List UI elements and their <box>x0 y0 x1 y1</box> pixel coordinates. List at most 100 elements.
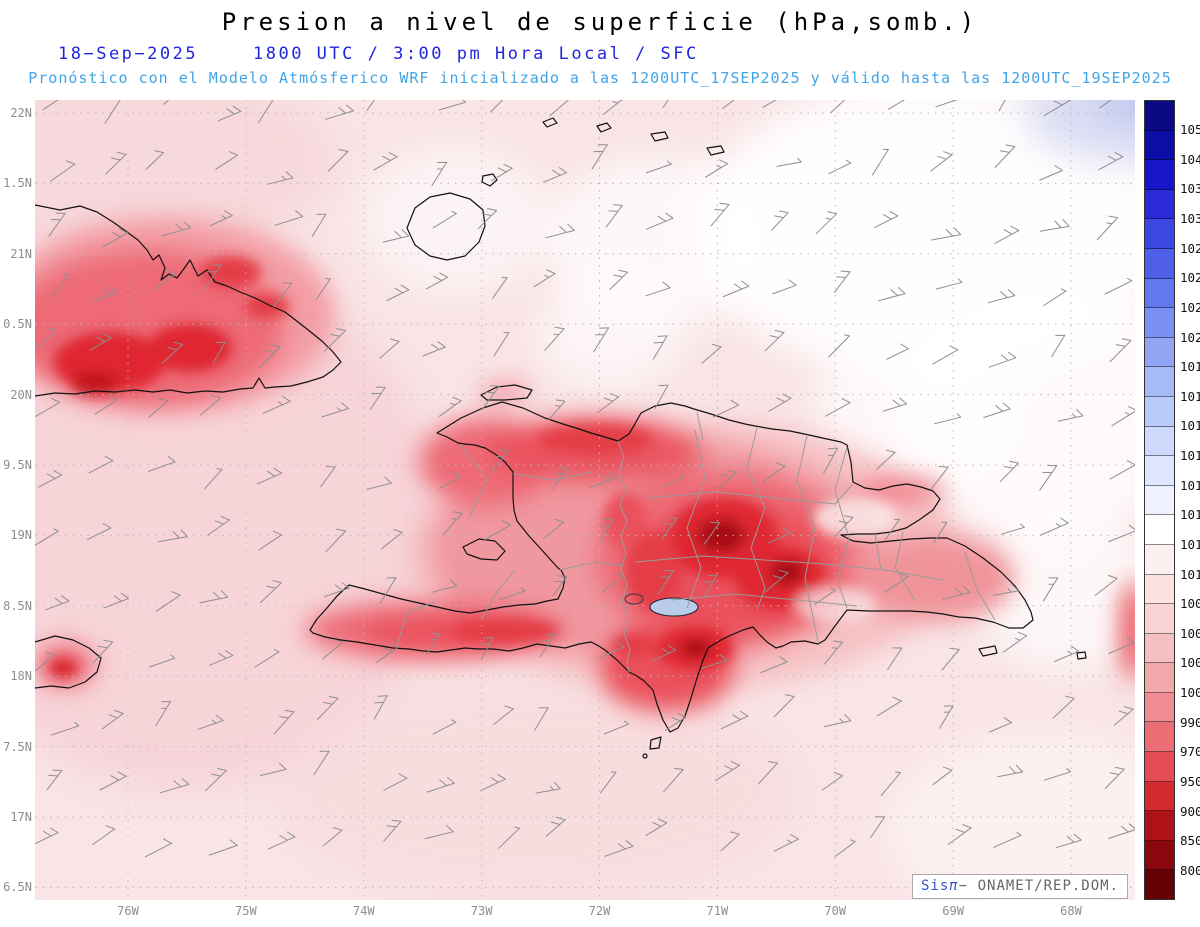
page-title: Presion a nivel de superficie (hPa,somb.… <box>221 8 979 36</box>
colorbar <box>1144 100 1175 900</box>
model-info-line: Pronóstico con el Modelo Atmósferico WRF… <box>28 69 1172 87</box>
attribution-org: − ONAMET/REP.DOM. <box>958 878 1120 894</box>
colorbar-label: 970 <box>1180 744 1200 760</box>
colorbar-cell <box>1145 781 1174 812</box>
y-axis-label: 1.5N <box>3 176 32 191</box>
lakes <box>624 593 699 617</box>
coastline-saona <box>978 645 998 657</box>
coastline-great-inagua <box>406 192 486 261</box>
coastline-little-inagua <box>481 173 498 187</box>
x-axis-label: 72W <box>588 904 611 918</box>
coastline-alto-velo <box>642 753 648 759</box>
colorbar-cell <box>1145 189 1174 220</box>
colorbar-label: 1040 <box>1180 151 1200 167</box>
pi-icon: π <box>949 878 959 894</box>
colorbar-cell <box>1145 840 1174 871</box>
colorbar-cell <box>1145 633 1174 664</box>
colorbar-label: 1020 <box>1180 329 1200 345</box>
colorbar-cell <box>1145 574 1174 605</box>
x-axis-label: 68W <box>1060 904 1082 918</box>
y-axis-label: 21N <box>10 246 32 261</box>
x-axis-label: 69W <box>942 904 964 918</box>
colorbar-label: 1013 <box>1180 507 1200 523</box>
colorbar-cell <box>1145 101 1174 131</box>
colorbar-cell <box>1145 396 1174 427</box>
colorbar-cell <box>1145 337 1174 368</box>
coastline-turks-caicos <box>542 117 725 156</box>
colorbar-label: 1015 <box>1180 477 1200 493</box>
x-axis-label: 76W <box>117 904 139 918</box>
colorbar-label: 1028 <box>1180 240 1200 256</box>
y-axis-label: 9.5N <box>3 458 32 472</box>
x-axis-label: 73W <box>470 904 493 918</box>
colorbar-label: 900 <box>1180 803 1200 819</box>
colorbar-cell <box>1145 367 1174 397</box>
colorbar-cell <box>1145 160 1174 190</box>
colorbar-cell <box>1145 248 1174 279</box>
colorbar-cell <box>1145 278 1174 309</box>
y-axis-label: 7.5N <box>3 739 32 754</box>
colorbar-label: 1016 <box>1180 448 1200 464</box>
y-axis-label: 0.5N <box>3 317 32 332</box>
admin-borders <box>396 411 996 673</box>
colorbar-label: 850 <box>1180 833 1200 849</box>
y-axis-label: 20N <box>10 387 32 402</box>
y-axis-label: 8.5N <box>3 598 32 613</box>
x-axis-label: 71W <box>706 904 729 918</box>
colorbar-cell <box>1145 515 1174 545</box>
y-axis-label: 18N <box>10 669 32 684</box>
colorbar-label: 1030 <box>1180 211 1200 227</box>
colorbar-cell <box>1145 219 1174 249</box>
coastline-beata <box>649 736 662 750</box>
lake-enriquillo <box>649 597 699 617</box>
colorbar-label: 1017 <box>1180 418 1200 434</box>
x-axis-label: 74W <box>352 904 375 918</box>
coastlines <box>35 117 1087 759</box>
colorbar-cell <box>1145 752 1174 782</box>
y-axis-label: 22N <box>10 106 32 120</box>
coastline-hispaniola <box>309 401 1034 733</box>
colorbar-cell <box>1145 692 1174 723</box>
coastline-jamaica <box>35 635 102 689</box>
x-axis-label: 70W <box>824 904 847 918</box>
y-axis-label: 17N <box>10 810 32 824</box>
colorbar-cell <box>1145 604 1174 634</box>
colorbar-label: 1018 <box>1180 388 1200 404</box>
colorbar-label: 1008 <box>1180 596 1200 612</box>
lake-saumatre <box>624 593 644 605</box>
colorbar-cell <box>1145 485 1174 516</box>
colorbar-label: 990 <box>1180 714 1200 730</box>
coastline-cuba <box>35 204 342 397</box>
colorbar-label: 1019 <box>1180 359 1200 375</box>
colorbar-label: 1012 <box>1180 536 1200 552</box>
coastline-gonave <box>462 538 506 561</box>
y-axis-label: 6.5N <box>3 880 32 895</box>
attribution-sis: Sis <box>921 878 950 894</box>
x-axis-label: 75W <box>235 904 257 918</box>
colorbar-cell <box>1145 544 1174 575</box>
colorbar-label: 800 <box>1180 862 1200 878</box>
colorbar-label: 1022 <box>1180 299 1200 315</box>
colorbar-label: 1002 <box>1180 655 1200 671</box>
colorbar-label: 950 <box>1180 773 1200 789</box>
colorbar-cell <box>1145 456 1174 486</box>
colorbar-cell <box>1145 722 1174 753</box>
coastline-mona <box>1076 651 1087 660</box>
y-axis-label: 19N <box>10 528 32 543</box>
colorbar-cell <box>1145 811 1174 841</box>
colorbar-label: 1010 <box>1180 566 1200 582</box>
colorbar-cell <box>1145 308 1174 338</box>
border-haiti-dr <box>617 440 631 673</box>
coastline-tortuga <box>480 384 533 401</box>
colorbar-label: 1038 <box>1180 181 1200 197</box>
colorbar-label: 1000 <box>1180 685 1200 701</box>
colorbar-cell <box>1145 130 1174 161</box>
forecast-time: 1800 UTC / 3:00 pm Hora Local / SFC <box>253 44 699 64</box>
province-borders <box>396 411 996 647</box>
pressure-shading-cores <box>49 256 897 677</box>
forecast-date: 18−Sep−2025 <box>58 44 199 64</box>
attribution-box: Sisπ− ONAMET/REP.DOM. <box>912 874 1128 899</box>
pressure-shading-broad <box>35 100 1135 900</box>
wind-barbs <box>35 100 1135 858</box>
